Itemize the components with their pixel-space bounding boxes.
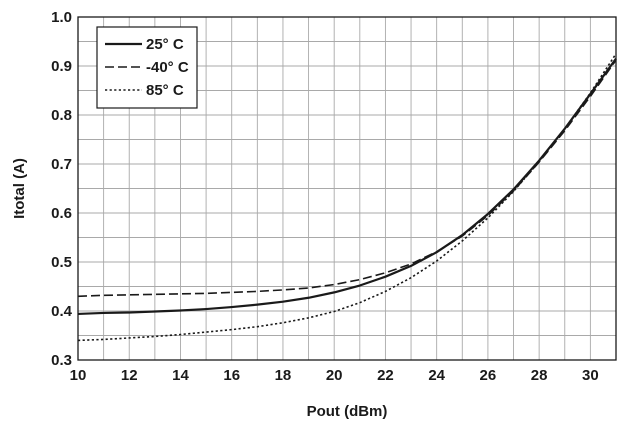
x-tick-label: 10	[70, 367, 87, 384]
y-tick-label: 0.7	[51, 156, 72, 173]
x-tick-label: 20	[326, 367, 343, 384]
x-tick-label: 14	[172, 367, 189, 384]
x-tick-label: 16	[223, 367, 240, 384]
x-tick-label: 28	[531, 367, 548, 384]
legend-label: 85° C	[146, 82, 184, 99]
x-tick-label: 30	[582, 367, 599, 384]
x-tick-label: 26	[480, 367, 497, 384]
series-layer	[77, 53, 617, 342]
x-tick-label: 22	[377, 367, 394, 384]
y-tick-label: 0.4	[51, 303, 73, 320]
y-tick-label: 0.9	[51, 58, 72, 75]
legend-label: 25° C	[146, 36, 184, 53]
ticks: 10 12 14 16 18 20 22 24 26 28 30 0.3 0.4 0.5 0.6 0.7 0.8…	[51, 9, 599, 384]
x-tick-label: 12	[121, 367, 138, 384]
y-tick-label: 0.8	[51, 107, 72, 124]
series-line-2	[77, 53, 617, 342]
y-tick-label: 0.6	[51, 205, 72, 222]
plot-frame	[77, 16, 617, 361]
y-tick-label: 1.0	[51, 9, 72, 26]
x-axis-label: Pout (dBm)	[307, 403, 388, 420]
x-tick-label: 18	[275, 367, 292, 384]
y-tick-label: 0.5	[51, 254, 72, 271]
series-line-1	[77, 59, 617, 298]
x-tick-label: 24	[428, 367, 445, 384]
series-line-0	[77, 58, 617, 316]
legend: 25° C -40° C 85° C	[96, 26, 198, 109]
legend-label: -40° C	[146, 59, 189, 76]
y-axis-label: Itotal (A)	[11, 158, 28, 219]
y-tick-label: 0.3	[51, 352, 72, 369]
